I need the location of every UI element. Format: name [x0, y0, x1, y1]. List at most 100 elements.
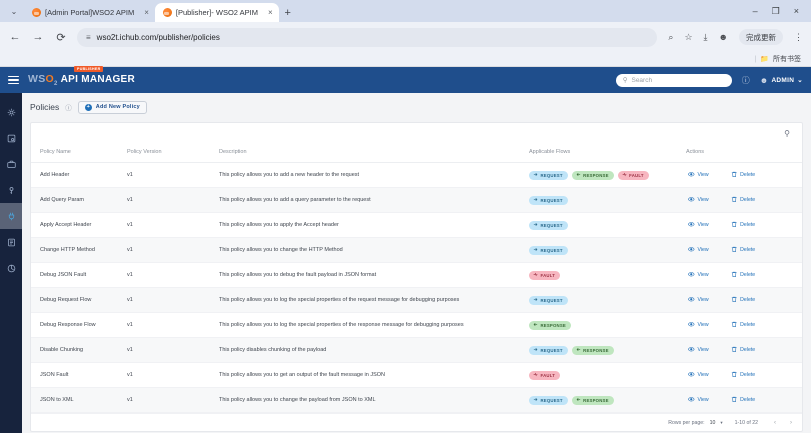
view-button[interactable]: View — [687, 396, 709, 405]
view-button[interactable]: View — [687, 271, 709, 280]
app-title: API MANAGER — [60, 73, 136, 85]
sidebar-item-key-manager[interactable] — [0, 177, 22, 203]
sidebar-item-apis[interactable] — [0, 99, 22, 125]
table-row[interactable]: Debug JSON Fault v1 This policy allows you… — [31, 262, 802, 289]
app-body: Policies ⓘ + Add New Policy ⚲ Policy Nam… — [0, 93, 811, 433]
add-new-policy-button[interactable]: + Add New Policy — [77, 100, 147, 114]
col-policy-version[interactable]: Policy Version — [127, 144, 219, 164]
view-button[interactable]: View — [687, 196, 709, 205]
new-tab-button[interactable]: + — [284, 6, 291, 19]
profile-icon[interactable]: ☻ — [718, 32, 728, 42]
search-icon[interactable]: ⚲ — [784, 129, 790, 138]
address-bar[interactable]: ≡ wso2t.ichub.com/publisher/policies — [77, 27, 658, 47]
delete-button[interactable]: Delete — [731, 271, 755, 280]
table-row[interactable]: Disable Chunking v1 This policy disables c… — [31, 337, 802, 364]
delete-button[interactable]: Delete — [731, 296, 755, 305]
cell-policy-version: v1 — [127, 262, 219, 289]
delete-button[interactable]: Delete — [731, 221, 755, 230]
view-button[interactable]: View — [687, 221, 709, 230]
cell-policy-name: Debug Response Flow — [31, 312, 127, 339]
delete-button[interactable]: Delete — [731, 321, 755, 330]
eye-icon — [687, 346, 695, 355]
back-icon[interactable]: ← — [9, 31, 21, 43]
zoom-icon[interactable]: ⌕ — [668, 31, 674, 42]
close-icon[interactable]: × — [267, 8, 273, 17]
site-settings-icon[interactable]: ≡ — [86, 32, 91, 42]
browser-menu-icon[interactable]: ⋮ — [794, 31, 803, 42]
app-logo[interactable]: WSO2 API MANAGER PUBLISHER — [28, 65, 136, 87]
browser-tab-publisher[interactable]: [Publisher]- WSO2 APIM × — [154, 3, 279, 22]
close-icon[interactable]: × — [144, 8, 149, 17]
global-search-input[interactable]: ⚲ Search — [615, 73, 732, 87]
forward-icon[interactable]: → — [32, 31, 44, 43]
view-button[interactable]: View — [687, 371, 709, 380]
delete-button[interactable]: Delete — [731, 371, 755, 380]
table-footer: Rows per page: 10 ▾ 1-10 of 22 ‹ › — [31, 413, 802, 431]
cell-applicable-flows: REQUEST RESPONSE — [529, 337, 686, 364]
maximize-icon[interactable]: ❐ — [771, 5, 780, 16]
reload-icon[interactable]: ⟳ — [56, 31, 66, 44]
next-page-button[interactable]: › — [790, 419, 792, 426]
table-row[interactable]: Add Query Param v1 This policy allows you … — [31, 187, 802, 214]
table-row[interactable]: Debug Request Flow v1 This policy allows y… — [31, 287, 802, 314]
trash-icon — [731, 371, 738, 380]
cell-description: This policy allows you to debug the faul… — [219, 262, 529, 289]
sidebar-item-policies[interactable] — [0, 203, 22, 229]
table-row[interactable]: Add Header v1 This policy allows you to ad… — [31, 162, 802, 189]
view-button[interactable]: View — [687, 321, 709, 330]
minimize-icon[interactable]: – — [752, 6, 758, 16]
response-icon — [533, 322, 538, 328]
help-icon[interactable]: ⓘ — [65, 105, 72, 112]
flow-badge-fault: FAULT — [617, 170, 649, 180]
hamburger-icon[interactable] — [8, 75, 19, 85]
delete-button[interactable]: Delete — [731, 246, 755, 255]
eye-icon — [687, 221, 695, 230]
table-row[interactable]: JSON Fault v1 This policy allows you to ge… — [31, 362, 802, 389]
delete-button[interactable]: Delete — [731, 396, 755, 405]
delete-button[interactable]: Delete — [731, 196, 755, 205]
download-icon[interactable]: ⤓ — [703, 31, 708, 42]
user-menu[interactable]: ☻ ADMIN ⌄ — [760, 76, 803, 85]
close-window-icon[interactable]: × — [793, 6, 799, 16]
cell-description: This policy allows you to get an output … — [219, 362, 529, 389]
delete-button[interactable]: Delete — [731, 171, 755, 180]
col-policy-name[interactable]: Policy Name — [31, 144, 127, 164]
browser-tab-admin-portal[interactable]: [Admin Portal]WSO2 APIM × — [24, 3, 155, 22]
delete-button[interactable]: Delete — [731, 346, 755, 355]
cell-policy-name: Debug JSON Fault — [31, 262, 127, 289]
sidebar-item-api-products[interactable] — [0, 125, 22, 151]
col-description[interactable]: Description — [219, 144, 529, 164]
add-new-policy-label: Add New Policy — [95, 104, 140, 110]
request-icon — [533, 397, 538, 403]
view-button[interactable]: View — [687, 346, 709, 355]
tab-list-chevron-icon[interactable]: ⌄ — [10, 6, 18, 16]
bookmark-star-icon[interactable]: ☆ — [684, 31, 693, 42]
col-applicable-flows[interactable]: Applicable Flows — [529, 144, 686, 164]
table-row[interactable]: Apply Accept Header v1 This policy allows … — [31, 212, 802, 239]
view-button[interactable]: View — [687, 171, 709, 180]
sidebar-item-scopes[interactable] — [0, 229, 22, 255]
col-actions[interactable]: Actions — [686, 144, 802, 164]
previous-page-button[interactable]: ‹ — [774, 419, 776, 426]
table-row[interactable]: Debug Response Flow v1 This policy allows … — [31, 312, 802, 339]
view-button[interactable]: View — [687, 246, 709, 255]
table-row[interactable]: JSON to XML v1 This policy allows you to c… — [31, 387, 802, 414]
request-icon — [533, 222, 538, 228]
eye-icon — [687, 371, 695, 380]
policies-card: ⚲ Policy Name Policy Version Description… — [30, 122, 803, 432]
view-button[interactable]: View — [687, 296, 709, 305]
chevron-down-icon: ▾ — [720, 419, 723, 425]
rows-per-page-control[interactable]: Rows per page: 10 ▾ — [668, 420, 722, 426]
cell-description: This policy disables chunking of the pay… — [219, 337, 529, 364]
table-row[interactable]: Change HTTP Method v1 This policy allows y… — [31, 237, 802, 264]
sidebar-item-analytics[interactable] — [0, 255, 22, 281]
update-button[interactable]: 完成更新 — [739, 29, 783, 45]
trash-icon — [731, 271, 738, 280]
table-toolbar: ⚲ — [31, 123, 802, 144]
eye-icon — [687, 246, 695, 255]
trash-icon — [731, 396, 738, 405]
info-icon[interactable]: ⓘ — [741, 75, 750, 85]
all-bookmarks-label[interactable]: 所有书签 — [773, 56, 801, 63]
sidebar-item-service-catalog[interactable] — [0, 151, 22, 177]
cell-applicable-flows: FAULT — [529, 262, 686, 289]
